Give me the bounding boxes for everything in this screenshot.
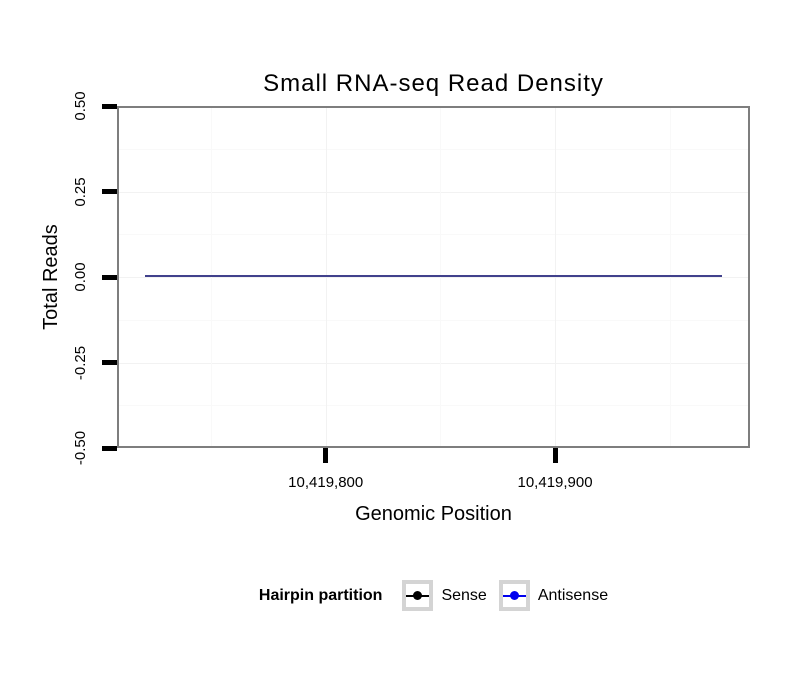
legend-key-point-icon <box>413 591 423 600</box>
y-tick-label: 0.25 <box>72 176 89 207</box>
legend-key-sense <box>402 580 434 611</box>
y-tick-mark <box>102 274 117 280</box>
y-tick-mark <box>102 445 117 451</box>
x-gridline-minor <box>669 108 671 446</box>
legend-title: Hairpin partition <box>258 586 383 604</box>
x-gridline-major <box>325 108 327 446</box>
y-tick-label: -0.50 <box>72 430 89 466</box>
plot-panel <box>117 106 750 448</box>
legend-item-sense: Sense <box>402 580 487 611</box>
y-tick-label: 0.00 <box>72 262 89 292</box>
y-gridline-minor <box>119 405 748 407</box>
x-tick-label: 10,419,900 <box>517 474 593 491</box>
x-axis-title: Genomic Position <box>355 503 512 525</box>
plot-area <box>119 108 748 446</box>
legend-key-point-icon <box>509 591 519 600</box>
x-gridline-minor <box>440 108 442 446</box>
x-tick-label: 10,419,800 <box>288 474 364 491</box>
legend-item-label: Sense <box>441 586 487 604</box>
y-tick-label: 0.50 <box>72 91 89 121</box>
y-gridline-major <box>119 362 748 364</box>
x-gridline-major <box>555 108 557 446</box>
legend-items: Sense Antisense <box>402 580 608 611</box>
y-tick-label: -0.25 <box>72 345 89 380</box>
y-gridline-minor <box>119 319 748 321</box>
y-gridline-major <box>119 277 748 278</box>
x-gridline-minor <box>211 108 213 446</box>
legend-key-antisense <box>498 580 530 611</box>
legend-item-antisense: Antisense <box>498 580 609 611</box>
y-axis-title: Total Reads <box>40 224 62 330</box>
y-tick-mark <box>102 103 117 109</box>
y-gridline-minor <box>119 148 748 150</box>
legend-item-label: Antisense <box>537 586 609 604</box>
y-gridline-major <box>119 191 748 193</box>
legend: Hairpin partition Sense Antisense <box>117 580 750 611</box>
y-tick-mark <box>102 360 117 365</box>
data-series-line <box>144 274 723 277</box>
x-tick-mark <box>323 448 329 463</box>
y-gridline-minor <box>119 234 748 236</box>
x-tick-mark <box>552 448 558 463</box>
chart-title: Small RNA-seq Read Density <box>263 70 604 97</box>
y-tick-mark <box>102 189 117 194</box>
